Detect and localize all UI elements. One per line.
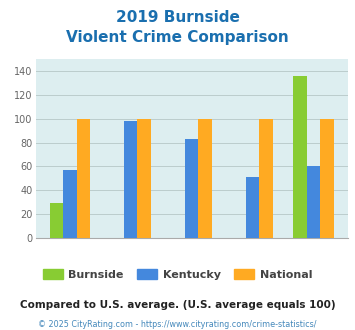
Bar [50, 203, 63, 238]
Bar [198, 119, 212, 238]
Text: © 2025 CityRating.com - https://www.cityrating.com/crime-statistics/: © 2025 CityRating.com - https://www.city… [38, 319, 317, 329]
Text: Compared to U.S. average. (U.S. average equals 100): Compared to U.S. average. (U.S. average … [20, 300, 335, 310]
Bar [294, 76, 307, 238]
Bar [77, 119, 90, 238]
Bar [124, 121, 137, 238]
Text: 2019 Burnside: 2019 Burnside [116, 10, 239, 25]
Bar [320, 119, 334, 238]
Bar [185, 139, 198, 238]
Bar [307, 166, 320, 238]
Bar [246, 177, 260, 238]
Bar [137, 119, 151, 238]
Bar [260, 119, 273, 238]
Bar [63, 170, 77, 238]
Legend: Burnside, Kentucky, National: Burnside, Kentucky, National [43, 270, 312, 280]
Text: Violent Crime Comparison: Violent Crime Comparison [66, 30, 289, 45]
